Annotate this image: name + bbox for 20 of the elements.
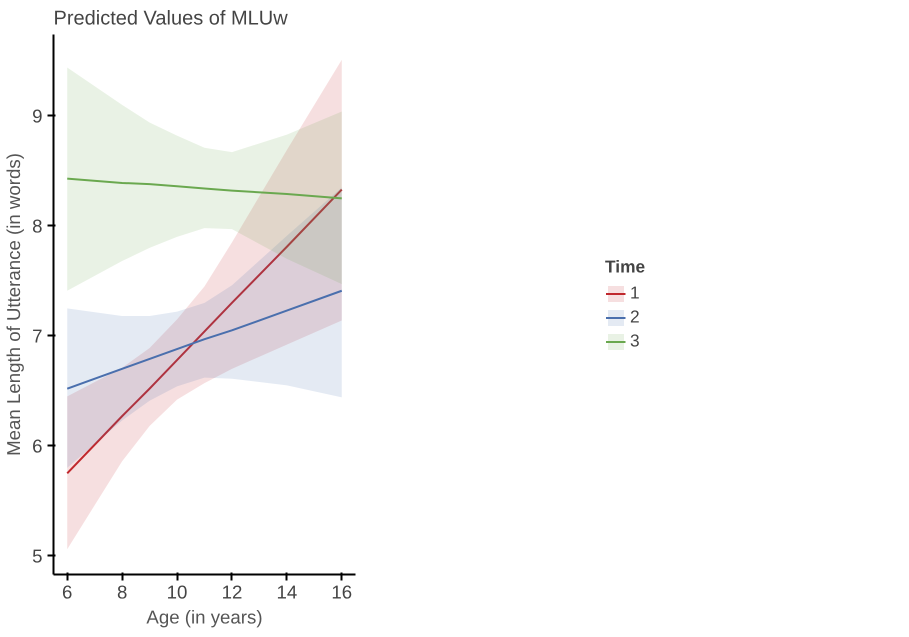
x-tick-label: 12 bbox=[222, 582, 242, 602]
x-tick-label: 16 bbox=[331, 582, 352, 602]
y-axis-title: Mean Length of Utterance (in words) bbox=[3, 153, 24, 456]
legend-title: Time bbox=[605, 256, 646, 278]
y-tick-label: 6 bbox=[32, 435, 43, 456]
y-tick-label: 8 bbox=[32, 215, 43, 236]
legend-label: 1 bbox=[630, 282, 641, 304]
x-tick-label: 14 bbox=[276, 582, 298, 602]
y-tick-label: 9 bbox=[32, 105, 43, 126]
y-tick-label: 5 bbox=[32, 545, 43, 566]
chart-title: Predicted Values of MLUw bbox=[54, 8, 288, 30]
line-series bbox=[66, 178, 343, 200]
legend-label: 3 bbox=[630, 330, 641, 352]
y-tick-label: 7 bbox=[32, 325, 43, 346]
x-tick-label: 8 bbox=[116, 582, 128, 602]
x-tick-label: 10 bbox=[166, 582, 188, 602]
line-series bbox=[66, 290, 343, 390]
legend-label: 2 bbox=[630, 306, 641, 328]
x-tick-label: 6 bbox=[62, 582, 72, 602]
x-axis-title: Age (in years) bbox=[146, 606, 263, 628]
